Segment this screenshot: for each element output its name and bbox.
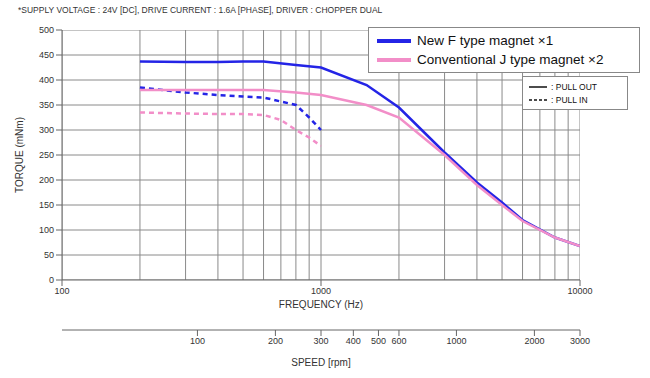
html-text:: PULL OUT: : PULL OUT xyxy=(551,81,597,92)
svg-text:10000: 10000 xyxy=(567,286,592,296)
svg-text:350: 350 xyxy=(39,100,54,110)
html-text:Conventional J type magnet ×2: Conventional J type magnet ×2 xyxy=(417,52,604,67)
svg-text:50: 50 xyxy=(44,250,54,260)
svg-text:200: 200 xyxy=(268,336,283,346)
svg-text:3000: 3000 xyxy=(570,336,590,346)
html-text:*SUPPLY VOLTAGE : 24V [DC], DR: *SUPPLY VOLTAGE : 24V [DC], DRIVE CURREN… xyxy=(18,5,383,15)
svg-text:250: 250 xyxy=(39,150,54,160)
html-text:: PULL IN: : PULL IN xyxy=(551,94,588,105)
svg-text:300: 300 xyxy=(313,336,328,346)
svg-text:150: 150 xyxy=(39,200,54,210)
svg-text:100: 100 xyxy=(54,286,69,296)
html-text:New F type magnet ×1: New F type magnet ×1 xyxy=(417,33,554,48)
svg-text:100: 100 xyxy=(190,336,205,346)
svg-text:100: 100 xyxy=(39,225,54,235)
svg-text:400: 400 xyxy=(346,336,361,346)
svg-text:1000: 1000 xyxy=(311,286,331,296)
svg-text:500: 500 xyxy=(371,336,386,346)
svg-text:200: 200 xyxy=(39,175,54,185)
svg-text:SPEED [rpm]: SPEED [rpm] xyxy=(291,357,351,368)
svg-text:600: 600 xyxy=(391,336,406,346)
svg-text:400: 400 xyxy=(39,75,54,85)
svg-text:TORQUE (mNm): TORQUE (mNm) xyxy=(14,117,25,193)
svg-text:FREQUENCY (Hz): FREQUENCY (Hz) xyxy=(279,299,363,310)
svg-text:2000: 2000 xyxy=(524,336,544,346)
svg-text:300: 300 xyxy=(39,125,54,135)
svg-text:1000: 1000 xyxy=(446,336,466,346)
svg-text:0: 0 xyxy=(49,275,54,285)
svg-text:450: 450 xyxy=(39,50,54,60)
svg-text:500: 500 xyxy=(39,25,54,35)
